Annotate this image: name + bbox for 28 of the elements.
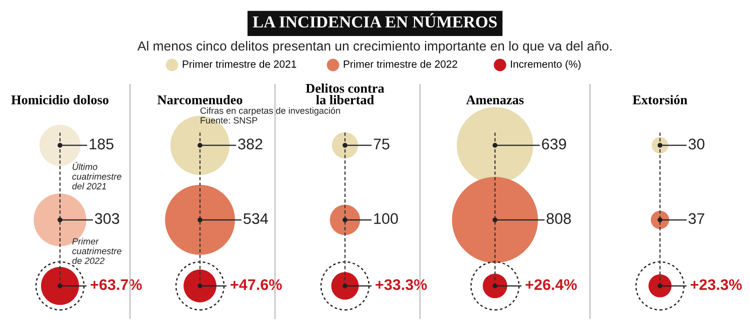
- category-label: Primer trimestre de 2021: [182, 60, 296, 68]
- text: Primer cuatrimestre de 2022: [72, 238, 122, 264]
- data-label: 30: [688, 138, 704, 150]
- data-label: +23.3%: [690, 279, 742, 290]
- data-label: 808: [546, 213, 571, 224]
- data-label: 100: [374, 213, 398, 224]
- text: Extorsión: [632, 95, 688, 104]
- data-label: 185: [90, 138, 114, 150]
- data-label: +26.4%: [526, 279, 577, 290]
- text: Narcomenudeo: [157, 95, 242, 104]
- data-label: 75: [374, 138, 390, 150]
- data-label: 37: [688, 213, 704, 224]
- data-label: 534: [244, 213, 268, 224]
- text: Último cuatrimestre del 2021: [72, 162, 122, 190]
- text: Cifras en carpetas de investigación Fuente: SNSP: [200, 107, 340, 124]
- data-label: 382: [238, 138, 262, 150]
- category-label: Incremento (%): [510, 60, 581, 70]
- text: Homicidio doloso: [11, 95, 108, 104]
- text: Al menos cinco delitos presentan un crecimiento importante en lo que va del año.: [137, 40, 612, 54]
- data-label: +33.3%: [376, 279, 427, 290]
- text: Delitos contra la libertad: [306, 84, 384, 104]
- data-label: +47.6%: [230, 279, 282, 290]
- data-label: 639: [542, 138, 566, 150]
- text: Amenazas: [466, 95, 524, 104]
- data-label: +63.7%: [90, 279, 142, 290]
- data-label: 303: [94, 213, 120, 224]
- category-label: Primer trimestre de 2022: [344, 60, 458, 68]
- text: LA INCIDENCIA EN NÚMEROS: [252, 13, 497, 28]
